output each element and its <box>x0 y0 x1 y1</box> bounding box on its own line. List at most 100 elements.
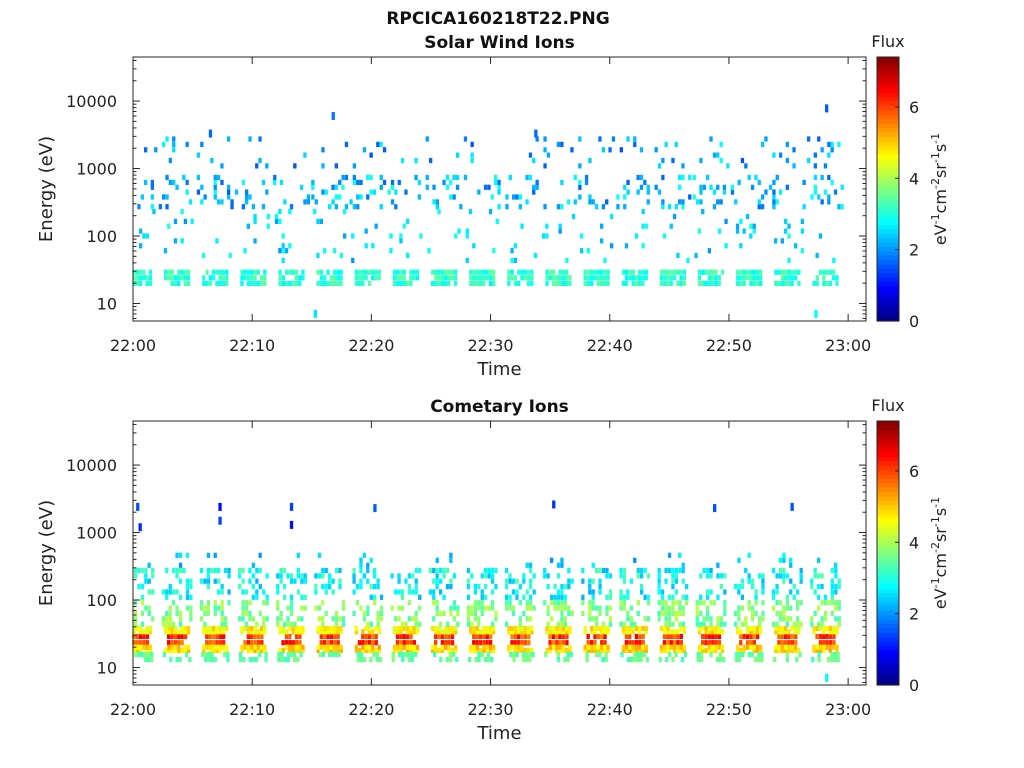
flux-cell <box>735 228 740 234</box>
flux-cell <box>434 644 438 650</box>
flux-cell <box>470 157 474 164</box>
flux-cell <box>560 610 564 616</box>
flux-cell <box>377 644 381 650</box>
flux-cell <box>405 629 410 635</box>
flux-cell <box>619 573 623 579</box>
flux-cell <box>588 600 592 606</box>
flux-cell <box>356 194 360 200</box>
colorbar-segment <box>877 211 899 216</box>
flux-cell <box>415 625 420 632</box>
flux-cell <box>361 275 365 281</box>
flux-cell <box>523 647 527 653</box>
flux-cell <box>376 584 380 590</box>
flux-cell <box>145 640 150 646</box>
flux-cell <box>367 644 372 650</box>
x-tick-label: 22:40 <box>587 700 633 719</box>
flux-cell <box>138 275 143 281</box>
colorbar-segment <box>877 294 899 300</box>
flux-cell <box>303 199 307 205</box>
flux-cell <box>367 269 372 275</box>
flux-cell <box>396 269 400 275</box>
flux-cell <box>616 204 620 210</box>
flux-cell <box>175 657 179 663</box>
flux-cell <box>828 269 832 275</box>
flux-cell <box>207 657 211 663</box>
flux-cell <box>415 629 420 635</box>
flux-cell <box>177 633 181 640</box>
flux-cell <box>752 647 756 653</box>
flux-cell <box>362 573 366 579</box>
flux-cell <box>285 269 289 275</box>
flux-cell <box>754 174 758 181</box>
flux-cell <box>407 600 411 606</box>
flux-cell <box>712 600 717 606</box>
flux-cell <box>827 600 831 606</box>
flux-cell <box>202 629 206 635</box>
flux-cell <box>469 269 473 275</box>
flux-cell <box>469 644 473 650</box>
flux-cell <box>772 204 776 210</box>
flux-cell <box>241 605 245 611</box>
flux-cell <box>638 280 642 286</box>
flux-cell <box>735 223 740 229</box>
flux-cell <box>529 567 533 574</box>
flux-cell <box>641 625 645 632</box>
flux-cell <box>329 633 333 640</box>
flux-cell <box>598 605 602 611</box>
flux-cell <box>558 228 562 234</box>
flux-cell <box>395 640 400 646</box>
flux-cell <box>367 625 372 632</box>
flux-cell <box>591 589 595 595</box>
colorbar-segment <box>877 579 899 585</box>
flux-cell <box>796 616 800 622</box>
flux-cell <box>661 199 665 205</box>
flux-cell <box>321 616 325 622</box>
flux-cell <box>631 625 635 632</box>
flux-cell <box>644 625 648 632</box>
colorbar-segment <box>877 473 899 479</box>
flux-cell <box>277 657 281 663</box>
flux-cell <box>298 275 302 281</box>
colorbar-segment <box>877 136 899 142</box>
flux-cell <box>659 625 664 632</box>
colorbar-segment <box>877 548 899 554</box>
flux-cell <box>414 621 418 627</box>
flux-cell <box>555 633 559 640</box>
flux-cell <box>490 589 495 595</box>
flux-cell <box>640 567 644 574</box>
flux-cell <box>152 209 156 215</box>
flux-cell <box>830 567 834 574</box>
flux-cell <box>659 275 664 281</box>
flux-cell <box>437 275 441 281</box>
flux-cell <box>455 152 460 158</box>
flux-cell <box>595 605 599 611</box>
flux-cell <box>489 640 493 646</box>
flux-cell <box>636 610 640 616</box>
flux-cell <box>221 625 226 632</box>
flux-cell <box>294 644 299 650</box>
flux-cell <box>415 275 420 281</box>
flux-cell <box>672 269 677 275</box>
flux-cell <box>336 280 340 286</box>
flux-cell <box>719 584 723 590</box>
flux-cell <box>291 647 295 653</box>
flux-cell <box>407 616 411 622</box>
flux-cell <box>250 647 254 653</box>
flux-cell <box>364 640 368 646</box>
colorbar-segment <box>877 443 899 448</box>
flux-cell <box>830 589 834 595</box>
flux-cell <box>633 141 637 147</box>
flux-cell <box>311 179 315 185</box>
flux-cell <box>598 589 602 595</box>
flux-cell <box>397 605 401 611</box>
flux-cell <box>291 644 295 650</box>
flux-cell <box>714 625 718 632</box>
flux-cell <box>294 633 299 640</box>
flux-cell <box>815 252 819 259</box>
flux-cell <box>740 584 744 590</box>
flux-cell <box>716 573 720 579</box>
flux-cell <box>253 275 257 281</box>
flux-cell <box>622 567 627 574</box>
flux-cell <box>548 269 552 275</box>
flux-cell <box>202 625 206 632</box>
